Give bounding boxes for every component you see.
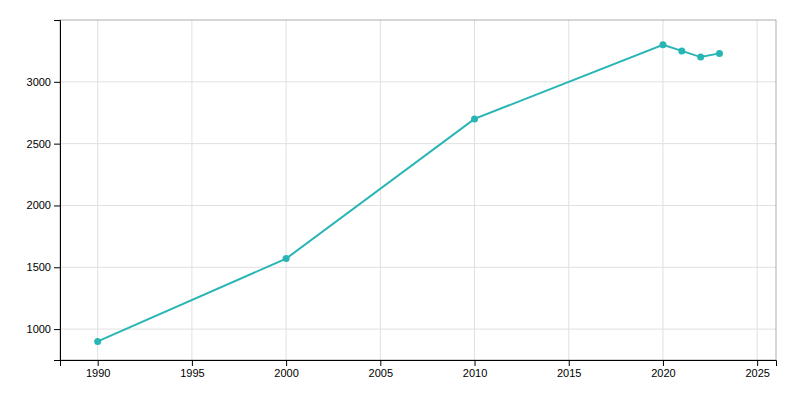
point [471,115,478,122]
x-tick-mark [192,360,193,366]
x-tick-label: 2010 [463,367,487,379]
line [98,45,720,342]
x-tick-mark [757,360,758,366]
grid-line-x [757,20,758,360]
x-tick-mark [569,360,570,366]
grid-line-x [191,20,192,360]
grid-line-y [60,81,776,82]
x-tick-mark [380,360,381,366]
y-axis: 1000 1500 2000 2500 3000 [27,21,61,361]
x-tick-label: 1990 [86,367,110,379]
x-tick-label: 2015 [557,367,581,379]
grid-line-x [474,20,475,360]
grid-line-x [662,20,663,360]
grid-line-y [60,329,776,330]
x-tick: 2025 [745,360,769,379]
y-tick: 3000 [27,76,60,88]
x-tick: 2010 [463,360,487,379]
y-tick: 1000 [27,323,60,335]
y-tick-mark [54,205,60,206]
x-tick-mark [475,360,476,366]
marks [94,41,723,345]
grid-line-x [97,20,98,360]
grid-line-y [60,143,776,144]
x-tick: 2015 [557,360,581,379]
y-tick: 1500 [27,261,60,273]
y-tick-mark [54,329,60,330]
point [697,54,704,61]
x-tick-mark [663,360,664,366]
y-tick-mark [54,144,60,145]
plot-frame [60,20,776,360]
x-tick-label: 2020 [651,367,675,379]
y-tick-label: 1000 [27,323,51,335]
grid-line-x [568,20,569,360]
x-tick-label: 2005 [369,367,393,379]
point [283,255,290,262]
y-tick-mark [54,267,60,268]
x-tick-mark [98,360,99,366]
x-tick-label: 1995 [180,367,204,379]
plot-area: 1990 1995 2000 2005 2010 2015 2020 2025 1000 1500… [27,20,777,379]
y-tick: 2000 [27,199,60,211]
grid-line-y [60,267,776,268]
x-axis-line [61,361,777,367]
point [659,41,666,48]
y-tick-mark [54,82,60,83]
y-tick-label: 1500 [27,261,51,273]
grid [60,20,776,360]
x-tick: 2020 [651,360,675,379]
y-tick-label: 2500 [27,138,51,150]
x-tick: 1990 [86,360,110,379]
x-tick-label: 2025 [745,367,769,379]
y-axis-line [54,21,61,361]
y-tick-label: 2000 [27,199,51,211]
grid-line-x [286,20,287,360]
point [94,338,101,345]
point [716,50,723,57]
x-tick-mark [286,360,287,366]
x-tick: 1995 [180,360,204,379]
y-tick-label: 3000 [27,76,51,88]
x-axis: 1990 1995 2000 2005 2010 2015 2020 2025 [61,360,777,379]
x-tick: 2000 [274,360,298,379]
grid-line-y [60,205,776,206]
point [678,47,685,54]
chart-svg: 1990 1995 2000 2005 2010 2015 2020 2025 1000 1500… [0,0,800,400]
x-tick: 2005 [369,360,393,379]
x-tick-label: 2000 [274,367,298,379]
y-tick: 2500 [27,138,60,150]
